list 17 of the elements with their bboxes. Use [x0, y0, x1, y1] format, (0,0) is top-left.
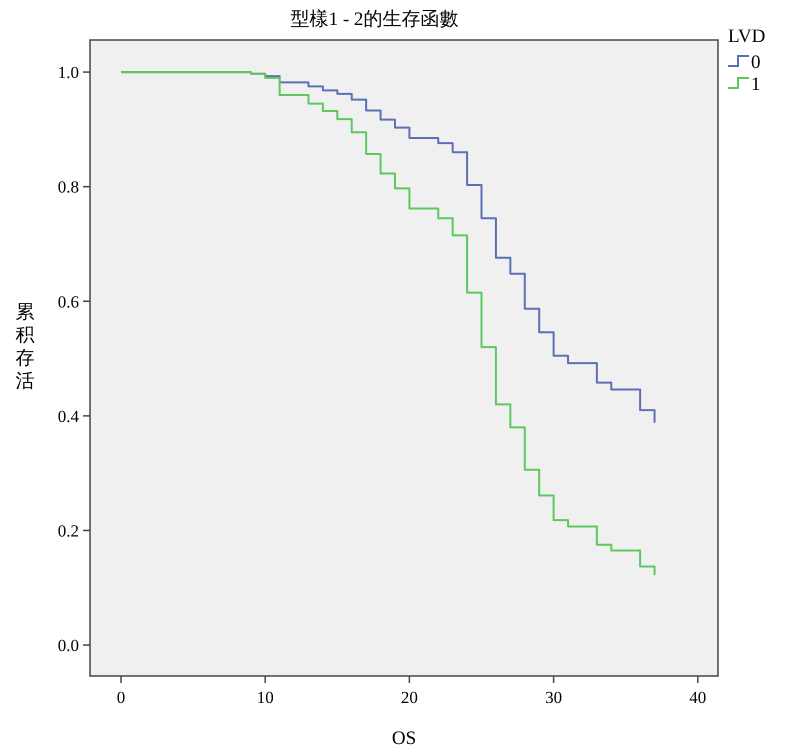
y-tick-label: 0.4 [58, 406, 80, 426]
legend-label: 0 [751, 52, 760, 73]
x-tick-label: 20 [400, 688, 418, 707]
legend-title: LVD [728, 26, 766, 47]
x-axis-title: OS [392, 728, 416, 749]
y-tick-label: 0.2 [58, 521, 79, 540]
y-tick-label: 0.0 [58, 636, 79, 656]
x-tick-label: 40 [689, 688, 706, 707]
y-tick-label: 0.8 [58, 178, 79, 197]
y-axis-title: 累积存活 [16, 302, 34, 392]
legend-label: 1 [751, 74, 760, 95]
x-tick-label: 30 [545, 688, 562, 707]
x-tick-label: 10 [256, 688, 274, 707]
chart-title: 型樣1 - 2的生存函數 [290, 8, 458, 30]
y-tick-label: 0.6 [58, 292, 79, 312]
y-tick-label: 1.0 [58, 63, 79, 82]
x-tick-label: 0 [116, 688, 126, 707]
